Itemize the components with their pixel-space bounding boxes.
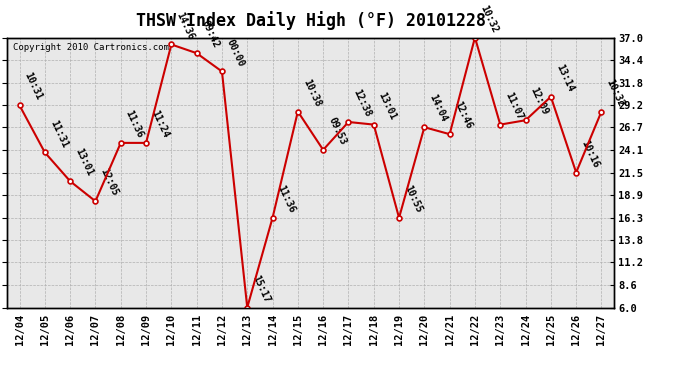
Text: THSW Index Daily High (°F) 20101228: THSW Index Daily High (°F) 20101228 bbox=[135, 11, 486, 30]
Text: 10:31: 10:31 bbox=[23, 71, 44, 102]
Text: 09:53: 09:53 bbox=[326, 116, 348, 146]
Text: 12:09: 12:09 bbox=[529, 86, 550, 117]
Text: 10:32: 10:32 bbox=[604, 77, 626, 108]
Text: 09:42: 09:42 bbox=[199, 19, 221, 50]
Text: 13:01: 13:01 bbox=[377, 90, 398, 121]
Text: 12:46: 12:46 bbox=[453, 100, 474, 131]
Text: 12:38: 12:38 bbox=[351, 88, 373, 118]
Text: 11:24: 11:24 bbox=[149, 108, 170, 140]
Text: 10:32: 10:32 bbox=[478, 3, 500, 34]
Text: 10:16: 10:16 bbox=[579, 138, 601, 169]
Text: 11:07: 11:07 bbox=[503, 90, 525, 121]
Text: 11:36: 11:36 bbox=[124, 108, 146, 140]
Text: 12:05: 12:05 bbox=[99, 167, 120, 198]
Text: 13:01: 13:01 bbox=[73, 147, 95, 178]
Text: 14:36: 14:36 bbox=[175, 10, 196, 41]
Text: 11:31: 11:31 bbox=[48, 118, 70, 149]
Text: 10:55: 10:55 bbox=[402, 183, 424, 214]
Text: 00:00: 00:00 bbox=[225, 37, 246, 68]
Text: Copyright 2010 Cartronics.com: Copyright 2010 Cartronics.com bbox=[13, 43, 169, 52]
Text: 11:36: 11:36 bbox=[275, 183, 297, 214]
Text: 10:38: 10:38 bbox=[301, 77, 322, 108]
Text: 13:14: 13:14 bbox=[554, 62, 575, 93]
Text: 15:17: 15:17 bbox=[250, 273, 272, 304]
Text: 14:04: 14:04 bbox=[427, 93, 449, 124]
